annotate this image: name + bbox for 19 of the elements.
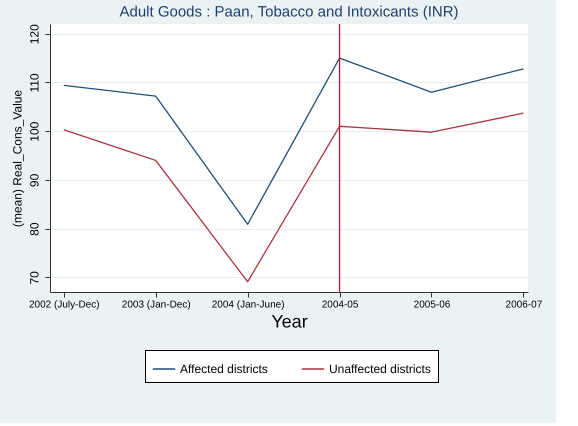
x-tick-label: 2002 (July-Dec) <box>28 300 100 310</box>
line-series <box>63 57 524 225</box>
line-series <box>63 112 524 282</box>
y-tick-label: 90 <box>28 173 42 188</box>
y-axis-title: (mean) Real_Cons_Value <box>10 90 24 228</box>
legend-label: Unaffected districts <box>329 362 431 376</box>
y-tick-label: 100 <box>28 121 42 142</box>
y-tick-label: 70 <box>28 270 42 285</box>
x-tick-label: 2005-06 <box>414 300 451 310</box>
y-tick-label: 110 <box>28 73 42 93</box>
chart-title: Adult Goods : Paan, Tobacco and Intoxicants (INR) <box>119 3 459 20</box>
x-tick-label: 2006-07 <box>506 300 543 310</box>
x-tick-label: 2004 (Jan-June) <box>212 300 285 310</box>
y-tick-label: 80 <box>28 222 42 236</box>
x-axis-title: Year <box>271 312 308 332</box>
y-tick-label: 120 <box>28 24 42 44</box>
legend-label: Affected districts <box>180 362 268 376</box>
x-tick-label: 2003 (Jan-Dec) <box>122 300 191 310</box>
x-tick-label: 2004-05 <box>322 300 359 310</box>
